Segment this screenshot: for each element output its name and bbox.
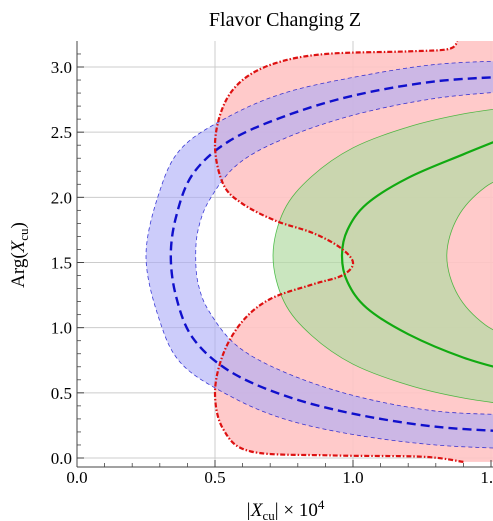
y-tick-label: 3.0 (51, 58, 72, 77)
blue-band-inner-edge (195, 92, 493, 415)
y-axis-label: Arg(Xcu) (8, 222, 31, 288)
region-layer (145, 41, 493, 463)
x-axis-label: |Xcu| × 104 (246, 497, 325, 521)
blue-center-curve (169, 76, 493, 432)
y-tick-label: 1.5 (51, 254, 72, 273)
y-tick-label: 2.0 (51, 188, 72, 207)
blue-band-outer-edge (145, 60, 493, 449)
x-tick-label: 1.5 (480, 468, 493, 487)
green-band-fill (273, 109, 493, 403)
y-tick-label: 2.5 (51, 123, 72, 142)
green-band-outer-edge (272, 108, 493, 403)
y-tick-label: 0.5 (51, 384, 72, 403)
blue-band-fill (146, 61, 493, 448)
x-tick-label: 0.0 (66, 468, 87, 487)
green-band-inner-edge (446, 181, 493, 331)
chart-title: Flavor Changing Z (209, 9, 361, 31)
green-center-curve (340, 141, 493, 368)
x-tick-label: 0.5 (204, 468, 225, 487)
axis-layer: 0.0 0.5 1.0 1.5 0.0 0.5 1.0 1.5 2.0 2.5 3.0 (51, 41, 493, 487)
x-tick-label: 1.0 (342, 468, 363, 487)
y-tick-label: 0.0 (51, 449, 72, 468)
y-tick-label: 1.0 (51, 319, 72, 338)
red-boundary-curve (213, 41, 464, 463)
